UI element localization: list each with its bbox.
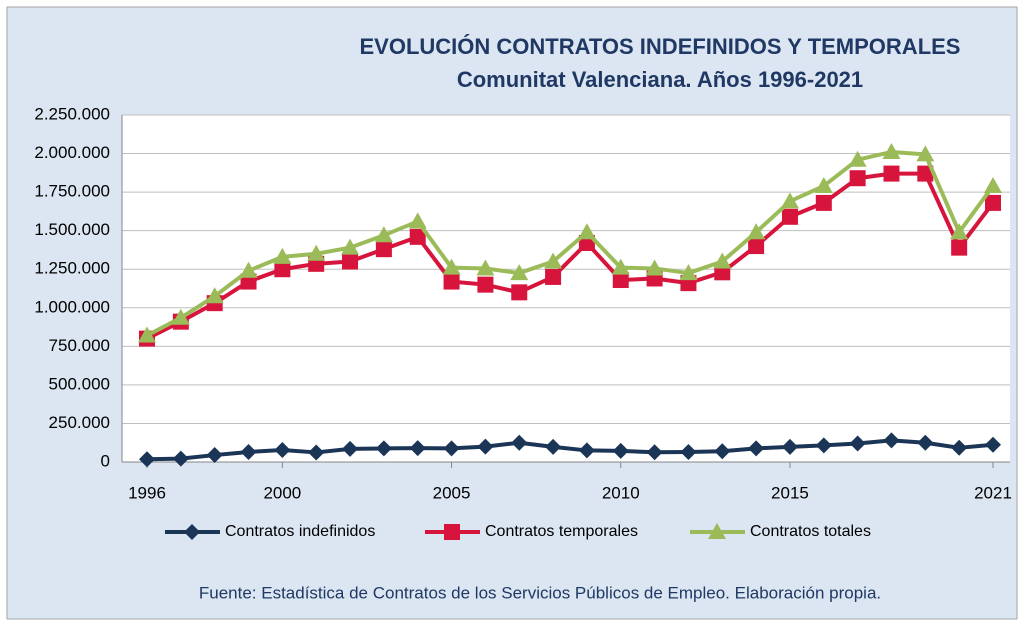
y-tick-label: 1.000.000 [34, 297, 110, 316]
legend-label: Contratos temporales [485, 523, 638, 540]
data-point [239, 261, 258, 278]
y-tick-label: 1.500.000 [34, 220, 110, 239]
data-point [815, 194, 832, 211]
data-point [477, 438, 494, 455]
data-point [206, 447, 223, 464]
data-point [714, 443, 731, 460]
data-point [240, 443, 257, 460]
legend-label: Contratos totales [750, 523, 871, 540]
data-point [646, 444, 663, 461]
data-point [510, 264, 529, 281]
data-point [748, 238, 765, 255]
data-point [308, 444, 325, 461]
chart-subtitle: Comunitat Valenciana. Años 1996-2021 [457, 67, 863, 92]
data-point [443, 273, 460, 290]
data-point [848, 150, 867, 167]
data-point [781, 208, 798, 225]
data-point [408, 212, 427, 229]
y-tick-label: 1.250.000 [34, 259, 110, 278]
data-point [341, 238, 360, 255]
data-point [274, 441, 291, 458]
chart-title: EVOLUCIÓN CONTRATOS INDEFINIDOS Y TEMPOR… [360, 34, 961, 59]
data-point [274, 261, 291, 278]
data-point [984, 176, 1002, 193]
legend-swatch-marker [444, 524, 460, 540]
legend-swatch-marker [708, 523, 726, 539]
y-tick-label: 2.250.000 [34, 104, 110, 123]
data-point [917, 434, 934, 451]
data-point [511, 284, 528, 301]
data-point [950, 223, 969, 240]
data-point [545, 438, 562, 455]
data-point [342, 253, 359, 270]
data-point [476, 259, 495, 276]
y-tick-label: 250.000 [49, 413, 110, 432]
data-point [205, 287, 224, 304]
data-point [139, 451, 155, 468]
data-point [747, 223, 766, 240]
data-point [443, 440, 460, 457]
data-point [645, 259, 664, 276]
data-point [307, 244, 326, 261]
data-point [342, 440, 359, 457]
legend-label: Contratos indefinidos [225, 523, 375, 540]
data-point [985, 194, 1001, 211]
data-point [951, 439, 968, 456]
data-point [409, 228, 426, 245]
data-point [849, 170, 866, 187]
data-point [748, 440, 765, 457]
data-point [138, 326, 156, 343]
data-point [985, 436, 1001, 453]
data-point [916, 145, 935, 162]
data-point [713, 252, 732, 269]
data-point [578, 442, 595, 459]
x-tick-label: 2010 [602, 483, 640, 502]
x-tick-label: 1996 [128, 483, 166, 502]
data-point [172, 450, 189, 467]
y-tick-label: 2.000.000 [34, 143, 110, 162]
data-point [442, 258, 461, 275]
data-point [544, 252, 563, 269]
data-point [680, 443, 697, 460]
data-point [611, 258, 630, 275]
data-point [917, 165, 934, 182]
data-point [612, 272, 629, 289]
x-tick-label: 2005 [433, 483, 471, 502]
data-point [545, 268, 562, 285]
data-point [882, 143, 901, 160]
data-point [679, 264, 698, 281]
data-point [780, 192, 799, 209]
source-note: Fuente: Estadística de Contratos de los … [199, 583, 881, 602]
data-point [374, 226, 393, 243]
data-point [612, 442, 629, 459]
data-point [883, 165, 900, 182]
y-tick-label: 750.000 [49, 336, 110, 355]
x-tick-label: 2015 [771, 483, 809, 502]
data-point [511, 434, 528, 451]
data-point [849, 435, 866, 452]
data-point [409, 440, 426, 457]
data-point [781, 438, 798, 455]
data-point [577, 223, 596, 240]
data-point [814, 176, 833, 193]
y-tick-label: 500.000 [49, 374, 110, 393]
data-point [815, 437, 832, 454]
data-point [273, 247, 292, 264]
data-point [375, 440, 392, 457]
x-tick-label: 2000 [263, 483, 301, 502]
y-tick-label: 1.750.000 [34, 182, 110, 201]
data-point [883, 432, 900, 449]
y-tick-label: 0 [101, 451, 110, 470]
data-point [375, 241, 392, 258]
data-point [171, 308, 190, 325]
x-tick-label: 2021 [974, 483, 1012, 502]
data-point [951, 239, 968, 256]
legend-swatch-marker [184, 524, 200, 540]
data-point [477, 276, 494, 293]
